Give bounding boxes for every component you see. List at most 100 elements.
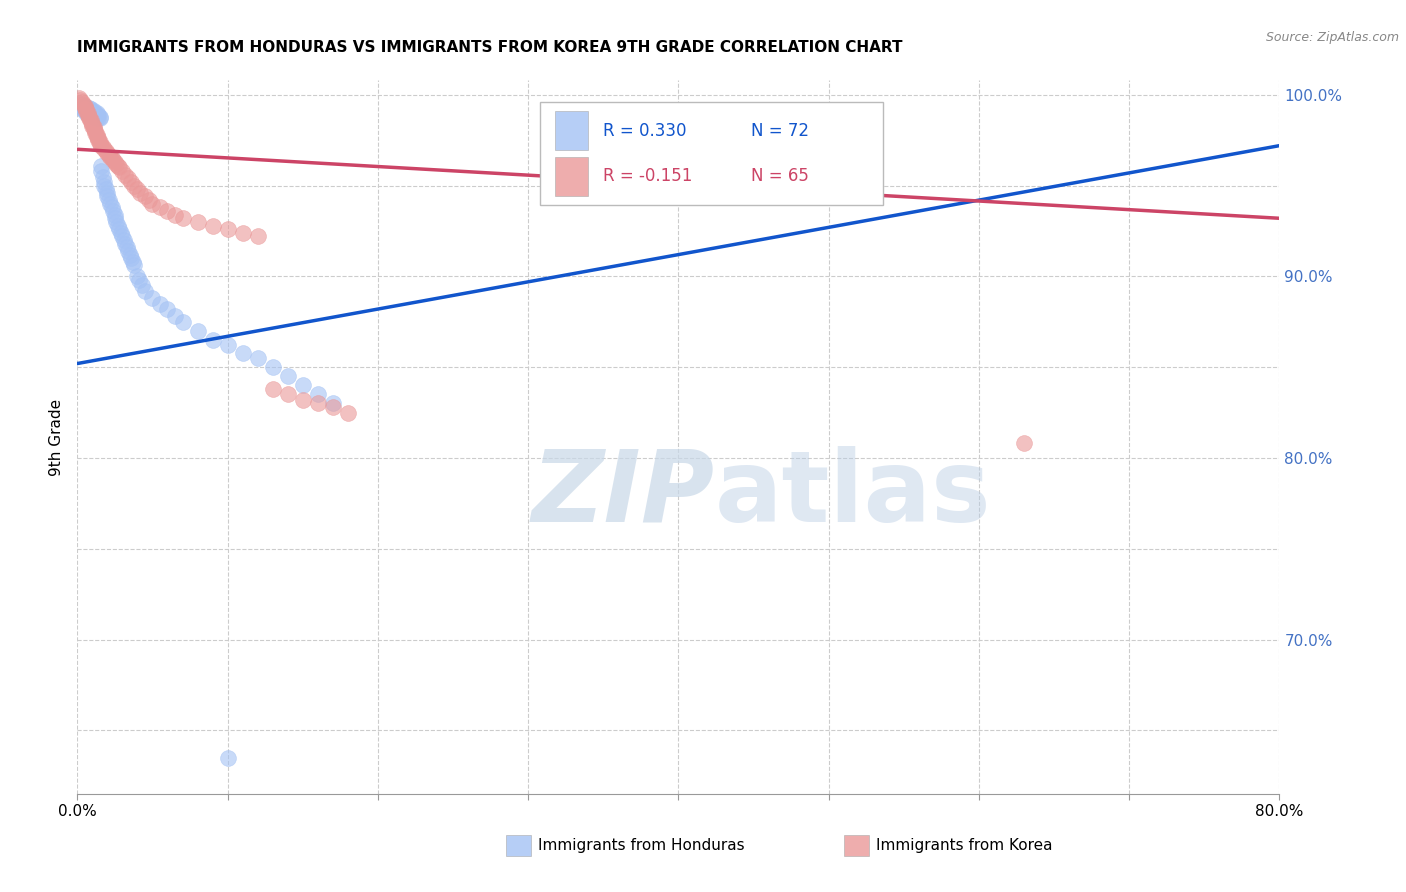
Point xyxy=(79,110,101,124)
Point xyxy=(163,310,186,324)
Point xyxy=(94,182,117,196)
Point xyxy=(76,106,98,120)
Point xyxy=(79,104,101,119)
Point xyxy=(156,301,179,316)
Text: Immigrants from Honduras: Immigrants from Honduras xyxy=(538,838,745,853)
Point xyxy=(97,193,120,207)
Point xyxy=(93,142,115,156)
Point xyxy=(277,369,299,384)
Point xyxy=(105,215,128,229)
Point xyxy=(86,129,108,144)
Point xyxy=(70,103,93,117)
Point xyxy=(67,91,90,105)
Point xyxy=(82,119,104,133)
Point xyxy=(322,396,344,410)
Point xyxy=(91,169,114,184)
Point xyxy=(336,406,359,420)
Point xyxy=(76,106,98,120)
Point xyxy=(80,115,103,129)
Point xyxy=(83,104,105,119)
Point xyxy=(217,750,239,764)
Point xyxy=(87,133,110,147)
Point xyxy=(69,96,91,111)
Point xyxy=(104,211,127,226)
Point xyxy=(114,168,136,182)
Point xyxy=(134,189,156,203)
FancyBboxPatch shape xyxy=(554,157,588,196)
Point xyxy=(141,291,163,305)
Point xyxy=(75,104,97,119)
Point xyxy=(201,219,224,233)
Point xyxy=(76,103,98,117)
Point xyxy=(75,101,97,115)
Text: Source: ZipAtlas.com: Source: ZipAtlas.com xyxy=(1265,31,1399,45)
Point xyxy=(134,284,156,298)
Point xyxy=(89,136,111,151)
Point xyxy=(76,108,98,122)
Point xyxy=(232,226,254,240)
Point xyxy=(262,360,284,375)
Point xyxy=(90,159,112,173)
Point xyxy=(82,117,104,131)
Point xyxy=(124,259,146,273)
Point xyxy=(246,351,269,365)
Point xyxy=(122,255,145,269)
Point xyxy=(73,98,96,112)
Point xyxy=(141,196,163,211)
Point xyxy=(83,110,105,124)
Point xyxy=(84,124,107,138)
Point xyxy=(187,324,209,338)
Point xyxy=(73,104,96,119)
Point xyxy=(246,229,269,244)
Point xyxy=(80,103,103,117)
Point xyxy=(94,144,117,158)
Text: N = 72: N = 72 xyxy=(751,121,808,140)
Point xyxy=(91,140,114,154)
Point xyxy=(108,222,131,236)
FancyBboxPatch shape xyxy=(554,111,588,150)
Point xyxy=(100,196,122,211)
Point xyxy=(89,135,111,149)
Point xyxy=(131,278,153,293)
FancyBboxPatch shape xyxy=(540,102,883,205)
Text: IMMIGRANTS FROM HONDURAS VS IMMIGRANTS FROM KOREA 9TH GRADE CORRELATION CHART: IMMIGRANTS FROM HONDURAS VS IMMIGRANTS F… xyxy=(77,40,903,55)
Point xyxy=(86,128,108,142)
Point xyxy=(107,219,129,233)
Point xyxy=(90,164,112,178)
Point xyxy=(112,233,135,247)
Point xyxy=(232,345,254,359)
Point xyxy=(120,251,142,265)
Point xyxy=(201,333,224,347)
Point xyxy=(156,204,179,219)
Point xyxy=(86,110,108,124)
Point xyxy=(307,387,329,401)
Point xyxy=(111,229,134,244)
Point xyxy=(73,98,96,112)
Point xyxy=(110,226,132,240)
Point xyxy=(277,387,299,401)
Point xyxy=(118,247,141,261)
Point xyxy=(124,178,146,193)
Point xyxy=(104,155,127,169)
Point xyxy=(72,96,94,111)
Point xyxy=(108,161,131,175)
Y-axis label: 9th Grade: 9th Grade xyxy=(49,399,65,475)
Point xyxy=(101,152,124,166)
Point xyxy=(100,149,122,163)
Point xyxy=(1012,436,1035,450)
Point xyxy=(120,175,142,189)
Text: R = -0.151: R = -0.151 xyxy=(603,167,692,186)
Point xyxy=(82,106,104,120)
Point xyxy=(93,178,115,193)
Point xyxy=(72,101,94,115)
Point xyxy=(70,95,93,109)
Text: ZIP: ZIP xyxy=(531,446,714,542)
Point xyxy=(149,200,172,214)
Point xyxy=(291,392,314,407)
Point xyxy=(172,211,194,226)
Point xyxy=(127,269,149,284)
Point xyxy=(138,193,160,207)
Point xyxy=(307,396,329,410)
Point xyxy=(80,113,103,128)
Point xyxy=(163,208,186,222)
